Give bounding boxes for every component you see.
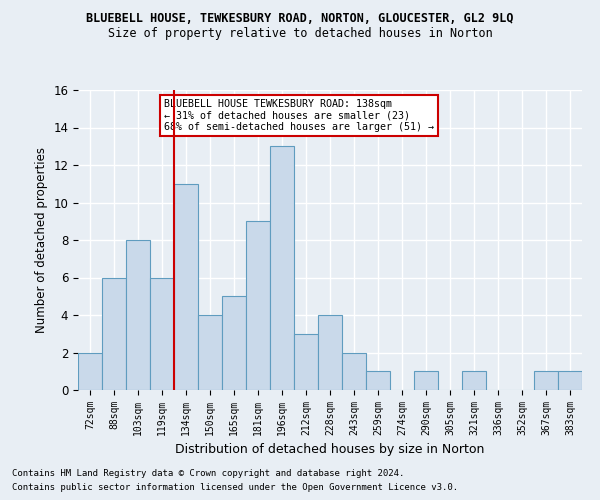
X-axis label: Distribution of detached houses by size in Norton: Distribution of detached houses by size …	[175, 444, 485, 456]
Bar	[414, 371, 438, 390]
Bar	[246, 221, 270, 390]
Bar	[198, 315, 222, 390]
Text: Contains HM Land Registry data © Crown copyright and database right 2024.: Contains HM Land Registry data © Crown c…	[12, 468, 404, 477]
Bar	[174, 184, 198, 390]
Bar	[318, 315, 342, 390]
Bar	[78, 352, 102, 390]
Y-axis label: Number of detached properties: Number of detached properties	[35, 147, 48, 333]
Bar	[366, 371, 390, 390]
Text: BLUEBELL HOUSE, TEWKESBURY ROAD, NORTON, GLOUCESTER, GL2 9LQ: BLUEBELL HOUSE, TEWKESBURY ROAD, NORTON,…	[86, 12, 514, 26]
Bar	[222, 296, 246, 390]
Bar	[270, 146, 294, 390]
Bar	[462, 371, 486, 390]
Bar	[150, 278, 174, 390]
Bar	[534, 371, 558, 390]
Bar	[126, 240, 150, 390]
Bar	[102, 278, 126, 390]
Bar	[558, 371, 582, 390]
Bar	[294, 334, 318, 390]
Text: BLUEBELL HOUSE TEWKESBURY ROAD: 138sqm
← 31% of detached houses are smaller (23): BLUEBELL HOUSE TEWKESBURY ROAD: 138sqm ←…	[164, 99, 434, 132]
Bar	[342, 352, 366, 390]
Text: Size of property relative to detached houses in Norton: Size of property relative to detached ho…	[107, 28, 493, 40]
Text: Contains public sector information licensed under the Open Government Licence v3: Contains public sector information licen…	[12, 484, 458, 492]
